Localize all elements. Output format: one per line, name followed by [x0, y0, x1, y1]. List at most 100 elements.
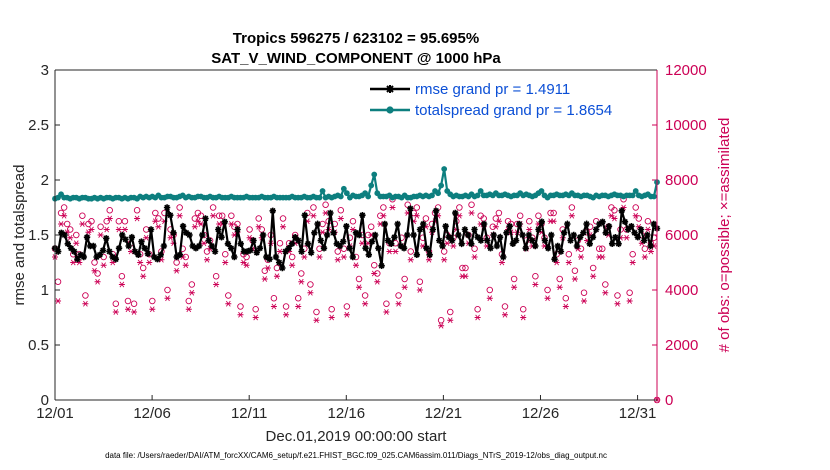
possible-obs-point	[547, 209, 554, 217]
assimilated-obs-point	[316, 254, 323, 260]
possible-obs-point	[322, 201, 329, 208]
rmse-point	[135, 251, 142, 258]
rmse-point	[378, 262, 385, 269]
rmse-point	[160, 242, 168, 250]
assimilated-obs-point	[61, 212, 68, 219]
possible-obs-point	[337, 206, 345, 214]
assimilated-obs-point	[462, 273, 469, 280]
assimilated-obs-point	[407, 256, 414, 263]
rmse-point	[496, 234, 504, 241]
assimilated-obs-point	[301, 254, 308, 260]
rmse-point	[243, 248, 251, 255]
possible-obs-point	[100, 253, 107, 261]
rmse-point	[323, 231, 331, 239]
rmse-point	[83, 234, 91, 241]
totalspread-point	[538, 188, 545, 194]
assimilated-obs-point	[310, 212, 317, 219]
legend-rmse-label: rmse grand pr = 1.4911	[415, 81, 570, 98]
assimilated-obs-point	[356, 284, 363, 291]
totalspread-point	[474, 192, 481, 199]
totalspread-point	[429, 192, 435, 199]
possible-obs-point	[279, 215, 287, 222]
assimilated-obs-point	[164, 295, 171, 302]
rmse-point	[576, 234, 584, 241]
possible-obs-point	[355, 275, 363, 283]
possible-obs-point	[294, 295, 302, 302]
rmse-point	[397, 242, 405, 250]
rmse-point	[205, 237, 212, 244]
rmse-point	[131, 248, 139, 255]
assimilated-obs-point	[608, 212, 615, 219]
rmse-point	[410, 231, 417, 239]
possible-obs-point	[437, 317, 445, 324]
rmse-point	[211, 248, 219, 255]
rmse-point	[631, 229, 638, 236]
rmse-point	[471, 226, 478, 233]
possible-obs-point	[282, 303, 290, 310]
rmse-point	[509, 240, 517, 247]
rmse-point	[538, 218, 545, 225]
right-y-tick-label: 2000	[665, 337, 698, 354]
assimilated-obs-point	[340, 254, 347, 260]
assimilated-obs-point	[626, 298, 633, 304]
possible-obs-point	[215, 212, 223, 219]
assimilated-obs-point	[194, 218, 201, 225]
rmse-point	[407, 205, 414, 212]
left-y-tick-label: 1.5	[28, 227, 49, 244]
legend-spread-label: totalspread grand pr = 1.8654	[415, 102, 612, 119]
possible-obs-point	[380, 204, 387, 211]
possible-obs-point	[632, 204, 639, 211]
legend-box	[362, 76, 652, 122]
possible-obs-point	[209, 204, 217, 211]
assimilated-obs-point	[176, 212, 183, 219]
assimilated-obs-point	[204, 256, 211, 263]
totalspread-point	[441, 166, 448, 172]
assimilated-obs-point	[520, 314, 527, 321]
assimilated-obs-point	[474, 314, 481, 321]
assimilated-obs-point	[70, 259, 77, 266]
rmse-point	[490, 231, 497, 239]
rmse-point	[314, 220, 321, 228]
rmse-point	[256, 245, 264, 252]
assimilated-obs-point	[167, 234, 174, 241]
possible-obs-point	[635, 215, 643, 222]
rmse-point	[304, 240, 312, 247]
rmse-point	[106, 248, 113, 255]
assimilated-obs-point	[565, 259, 572, 266]
left-y-tick-label: 2	[41, 172, 49, 189]
rmse-point	[61, 231, 68, 239]
rmse-point	[356, 231, 363, 239]
assimilated-obs-point	[334, 256, 341, 263]
possible-obs-point	[222, 250, 229, 258]
possible-obs-point	[130, 300, 138, 308]
assimilated-obs-point	[185, 306, 192, 313]
totalspread-point	[340, 185, 347, 192]
possible-obs-point	[112, 300, 120, 308]
possible-obs-point	[139, 264, 147, 272]
assimilated-obs-point	[383, 309, 390, 315]
rmse-point	[266, 256, 273, 263]
rmse-point	[426, 251, 433, 258]
possible-obs-point	[595, 245, 603, 252]
possible-obs-point	[456, 204, 463, 211]
rmse-point	[423, 245, 430, 252]
rmse-point	[564, 220, 571, 228]
x-axis-ticks: 12/01 12/06 12/11 12/16 12/21 12/26 12/31	[36, 395, 656, 422]
assimilated-obs-point	[88, 226, 95, 233]
right-y-tick-label: 6000	[665, 227, 698, 244]
rmse-point	[327, 209, 334, 217]
rmse-point	[394, 220, 401, 228]
assimilated-obs-point	[450, 243, 457, 249]
x-tick-label: 12/16	[328, 405, 366, 422]
rmse-point	[605, 223, 613, 230]
rmse-point	[480, 220, 488, 228]
assimilated-obs-point	[200, 240, 207, 247]
rmse-point	[234, 226, 241, 233]
rmse-point	[589, 234, 597, 241]
rmse-point	[151, 253, 158, 261]
rmse-point	[602, 229, 609, 236]
assimilated-obs-point	[240, 259, 247, 266]
assimilated-obs-point	[152, 218, 159, 225]
possible-obs-point	[258, 226, 265, 233]
possible-obs-point	[459, 264, 466, 272]
